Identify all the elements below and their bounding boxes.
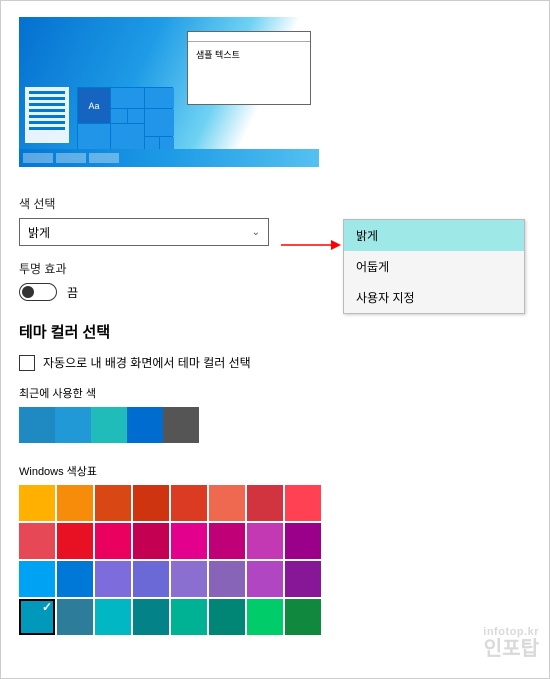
palette-color-swatch[interactable] xyxy=(171,599,207,635)
preview-sample-text: 샘플 텍스트 xyxy=(188,42,310,67)
color-mode-option-dark[interactable]: 어둡게 xyxy=(344,251,524,282)
color-mode-dropdown[interactable]: 밝게 ⌄ xyxy=(19,218,269,246)
recent-color-swatch[interactable] xyxy=(19,407,55,443)
palette-color-swatch[interactable] xyxy=(247,523,283,559)
palette-color-swatch[interactable] xyxy=(95,485,131,521)
preview-taskbar xyxy=(19,149,319,167)
windows-color-palette xyxy=(19,485,531,635)
recent-color-swatch[interactable] xyxy=(91,407,127,443)
palette-color-swatch[interactable] xyxy=(19,523,55,559)
palette-color-swatch[interactable] xyxy=(19,599,55,635)
theme-preview: Aa 샘플 텍스트 xyxy=(19,17,319,167)
palette-color-swatch[interactable] xyxy=(209,523,245,559)
preview-sidebar xyxy=(25,87,69,143)
palette-color-swatch[interactable] xyxy=(133,523,169,559)
recent-color-swatch[interactable] xyxy=(127,407,163,443)
palette-color-swatch[interactable] xyxy=(285,485,321,521)
color-mode-option-custom[interactable]: 사용자 지정 xyxy=(344,282,524,313)
palette-color-swatch[interactable] xyxy=(209,561,245,597)
recent-colors-label: 최근에 사용한 색 xyxy=(19,385,531,401)
palette-color-swatch[interactable] xyxy=(57,561,93,597)
recent-color-swatch[interactable] xyxy=(163,407,199,443)
palette-color-swatch[interactable] xyxy=(285,523,321,559)
palette-color-swatch[interactable] xyxy=(247,561,283,597)
palette-color-swatch[interactable] xyxy=(285,561,321,597)
theme-color-heading: 테마 컬러 선택 xyxy=(19,321,531,342)
auto-theme-checkbox[interactable] xyxy=(19,355,35,371)
color-select-label: 색 선택 xyxy=(19,195,531,212)
transparency-toggle[interactable] xyxy=(19,283,57,301)
palette-color-swatch[interactable] xyxy=(247,599,283,635)
windows-palette-label: Windows 색상표 xyxy=(19,463,531,479)
watermark-brand: 인포탑 xyxy=(483,639,539,660)
palette-color-swatch[interactable] xyxy=(19,485,55,521)
watermark: infotop.kr 인포탑 xyxy=(483,627,539,660)
annotation-arrow-icon xyxy=(279,235,341,255)
palette-color-swatch[interactable] xyxy=(133,561,169,597)
chevron-down-icon: ⌄ xyxy=(252,227,260,238)
palette-color-swatch[interactable] xyxy=(247,485,283,521)
palette-color-swatch[interactable] xyxy=(133,599,169,635)
palette-color-swatch[interactable] xyxy=(95,561,131,597)
palette-color-swatch[interactable] xyxy=(95,599,131,635)
palette-color-swatch[interactable] xyxy=(209,599,245,635)
palette-color-swatch[interactable] xyxy=(171,523,207,559)
recent-color-swatch[interactable] xyxy=(55,407,91,443)
color-mode-option-light[interactable]: 밝게 xyxy=(344,220,524,251)
color-mode-value: 밝게 xyxy=(28,224,50,241)
palette-color-swatch[interactable] xyxy=(209,485,245,521)
recent-colors-row xyxy=(19,407,531,443)
palette-color-swatch[interactable] xyxy=(171,485,207,521)
palette-color-swatch[interactable] xyxy=(171,561,207,597)
palette-color-swatch[interactable] xyxy=(133,485,169,521)
palette-color-swatch[interactable] xyxy=(95,523,131,559)
palette-color-swatch[interactable] xyxy=(19,561,55,597)
preview-start-menu: Aa xyxy=(77,87,173,149)
palette-color-swatch[interactable] xyxy=(57,599,93,635)
palette-color-swatch[interactable] xyxy=(57,485,93,521)
palette-color-swatch[interactable] xyxy=(285,599,321,635)
preview-aa-tile: Aa xyxy=(78,88,110,123)
auto-theme-label: 자동으로 내 배경 화면에서 테마 컬러 선택 xyxy=(43,354,251,371)
palette-color-swatch[interactable] xyxy=(57,523,93,559)
preview-window: 샘플 텍스트 xyxy=(187,31,311,105)
color-mode-dropdown-popup: 밝게 어둡게 사용자 지정 xyxy=(343,219,525,314)
transparency-state: 끔 xyxy=(67,284,78,301)
